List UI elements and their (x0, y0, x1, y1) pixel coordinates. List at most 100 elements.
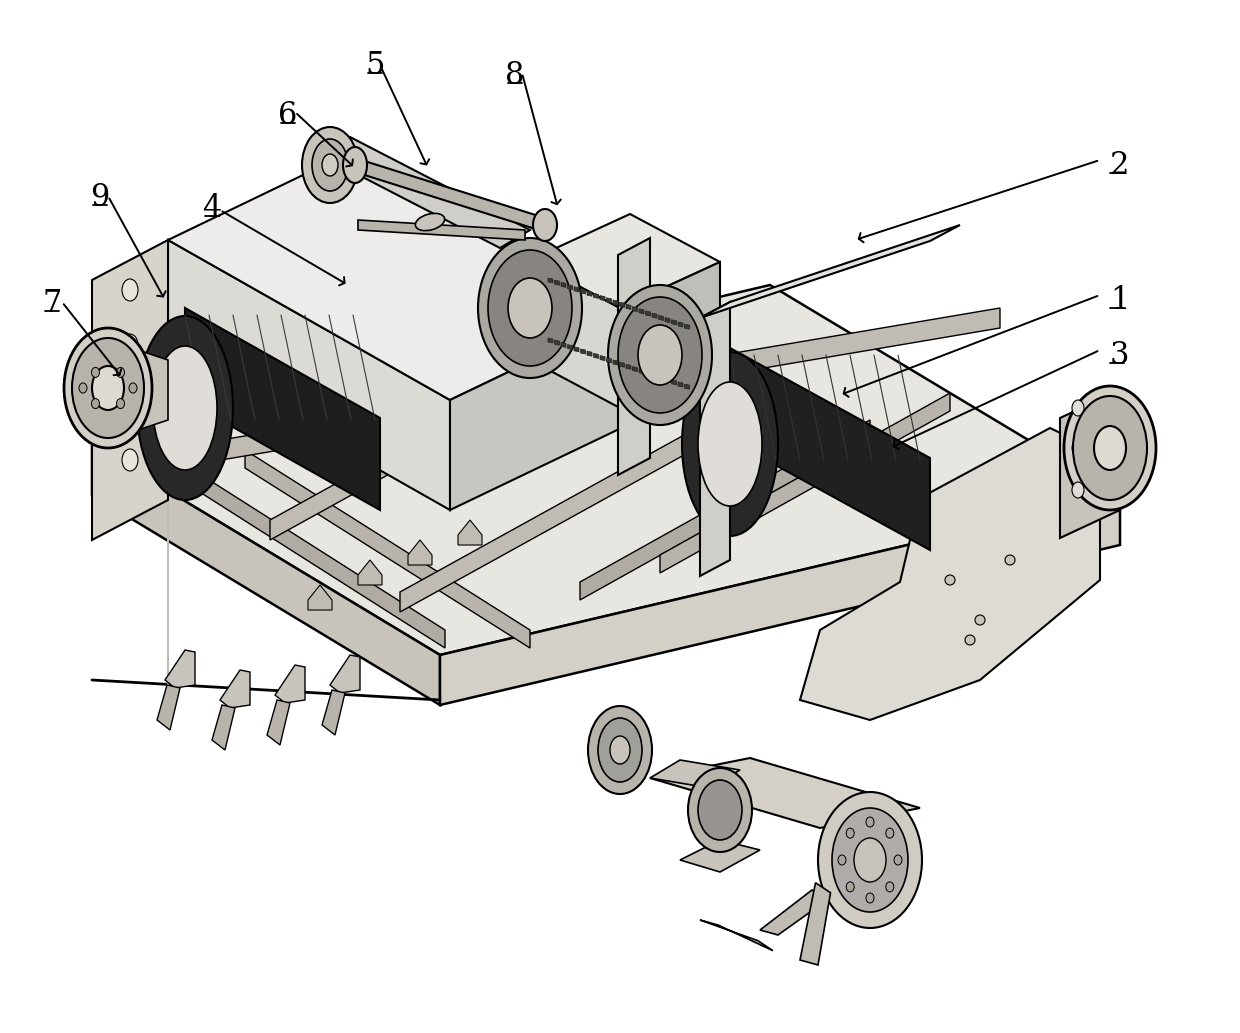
Ellipse shape (854, 838, 887, 882)
Ellipse shape (92, 366, 124, 410)
Polygon shape (529, 214, 720, 308)
Polygon shape (613, 300, 618, 305)
Polygon shape (620, 363, 625, 367)
Ellipse shape (945, 575, 955, 585)
Polygon shape (270, 310, 650, 540)
Polygon shape (358, 560, 382, 585)
Ellipse shape (1073, 396, 1147, 500)
Polygon shape (458, 520, 482, 545)
Ellipse shape (588, 706, 652, 794)
Polygon shape (580, 349, 585, 354)
Text: 7: 7 (42, 288, 62, 319)
Ellipse shape (838, 855, 846, 865)
Polygon shape (665, 317, 670, 322)
Polygon shape (574, 287, 579, 291)
Text: 6: 6 (278, 100, 298, 131)
Polygon shape (330, 655, 360, 693)
Ellipse shape (92, 368, 99, 377)
Polygon shape (1060, 390, 1120, 538)
Ellipse shape (72, 338, 144, 438)
Ellipse shape (508, 278, 552, 338)
Ellipse shape (965, 635, 975, 645)
Polygon shape (652, 373, 657, 378)
Polygon shape (548, 278, 553, 283)
Polygon shape (580, 420, 870, 600)
Polygon shape (730, 348, 930, 550)
Ellipse shape (117, 368, 124, 377)
Polygon shape (308, 585, 332, 611)
Ellipse shape (866, 817, 874, 827)
Polygon shape (560, 342, 565, 347)
Polygon shape (678, 382, 683, 387)
Ellipse shape (846, 828, 854, 838)
Polygon shape (162, 450, 445, 648)
Ellipse shape (1004, 555, 1016, 565)
Polygon shape (167, 150, 639, 400)
Polygon shape (574, 347, 579, 352)
Polygon shape (680, 840, 760, 872)
Ellipse shape (303, 127, 358, 204)
Ellipse shape (698, 780, 742, 840)
Ellipse shape (122, 334, 138, 356)
Ellipse shape (153, 346, 217, 470)
Polygon shape (358, 220, 525, 240)
Ellipse shape (846, 882, 854, 891)
Polygon shape (162, 308, 999, 470)
Text: 2: 2 (1110, 150, 1130, 181)
Polygon shape (760, 890, 827, 935)
Polygon shape (548, 338, 553, 343)
Polygon shape (639, 369, 644, 374)
Ellipse shape (64, 328, 153, 448)
Polygon shape (701, 920, 773, 950)
Ellipse shape (975, 615, 985, 625)
Polygon shape (701, 302, 730, 576)
Polygon shape (650, 758, 920, 828)
Polygon shape (322, 690, 345, 735)
Polygon shape (554, 340, 559, 345)
Ellipse shape (682, 352, 777, 536)
Ellipse shape (618, 298, 702, 413)
Polygon shape (185, 308, 379, 510)
Polygon shape (408, 540, 432, 565)
Ellipse shape (415, 214, 445, 230)
Polygon shape (613, 359, 618, 365)
Ellipse shape (489, 250, 572, 366)
Ellipse shape (92, 399, 99, 409)
Ellipse shape (117, 399, 124, 409)
Ellipse shape (343, 147, 367, 183)
Polygon shape (672, 380, 677, 385)
Text: 8: 8 (506, 60, 525, 91)
Ellipse shape (122, 279, 138, 301)
Text: 1: 1 (1110, 285, 1130, 316)
Polygon shape (450, 310, 639, 510)
Polygon shape (267, 700, 290, 745)
Text: 5: 5 (366, 50, 384, 81)
Text: 9: 9 (91, 182, 109, 213)
Polygon shape (92, 445, 440, 705)
Ellipse shape (608, 285, 712, 425)
Polygon shape (167, 240, 450, 510)
Polygon shape (594, 293, 599, 299)
Polygon shape (320, 137, 529, 248)
Ellipse shape (610, 735, 630, 764)
Ellipse shape (1073, 440, 1084, 456)
Polygon shape (650, 760, 740, 788)
Polygon shape (92, 285, 1120, 655)
Polygon shape (594, 353, 599, 358)
Polygon shape (800, 428, 1100, 720)
Polygon shape (632, 307, 637, 312)
Ellipse shape (885, 828, 894, 838)
Text: 3: 3 (1110, 340, 1130, 371)
Polygon shape (626, 305, 631, 310)
Polygon shape (92, 340, 167, 440)
Polygon shape (275, 665, 305, 703)
Ellipse shape (1073, 400, 1084, 416)
Polygon shape (600, 355, 605, 361)
Polygon shape (568, 285, 573, 289)
Polygon shape (658, 315, 663, 320)
Ellipse shape (122, 449, 138, 471)
Polygon shape (529, 260, 620, 408)
Polygon shape (440, 495, 1120, 705)
Polygon shape (246, 450, 529, 648)
Polygon shape (580, 289, 585, 294)
